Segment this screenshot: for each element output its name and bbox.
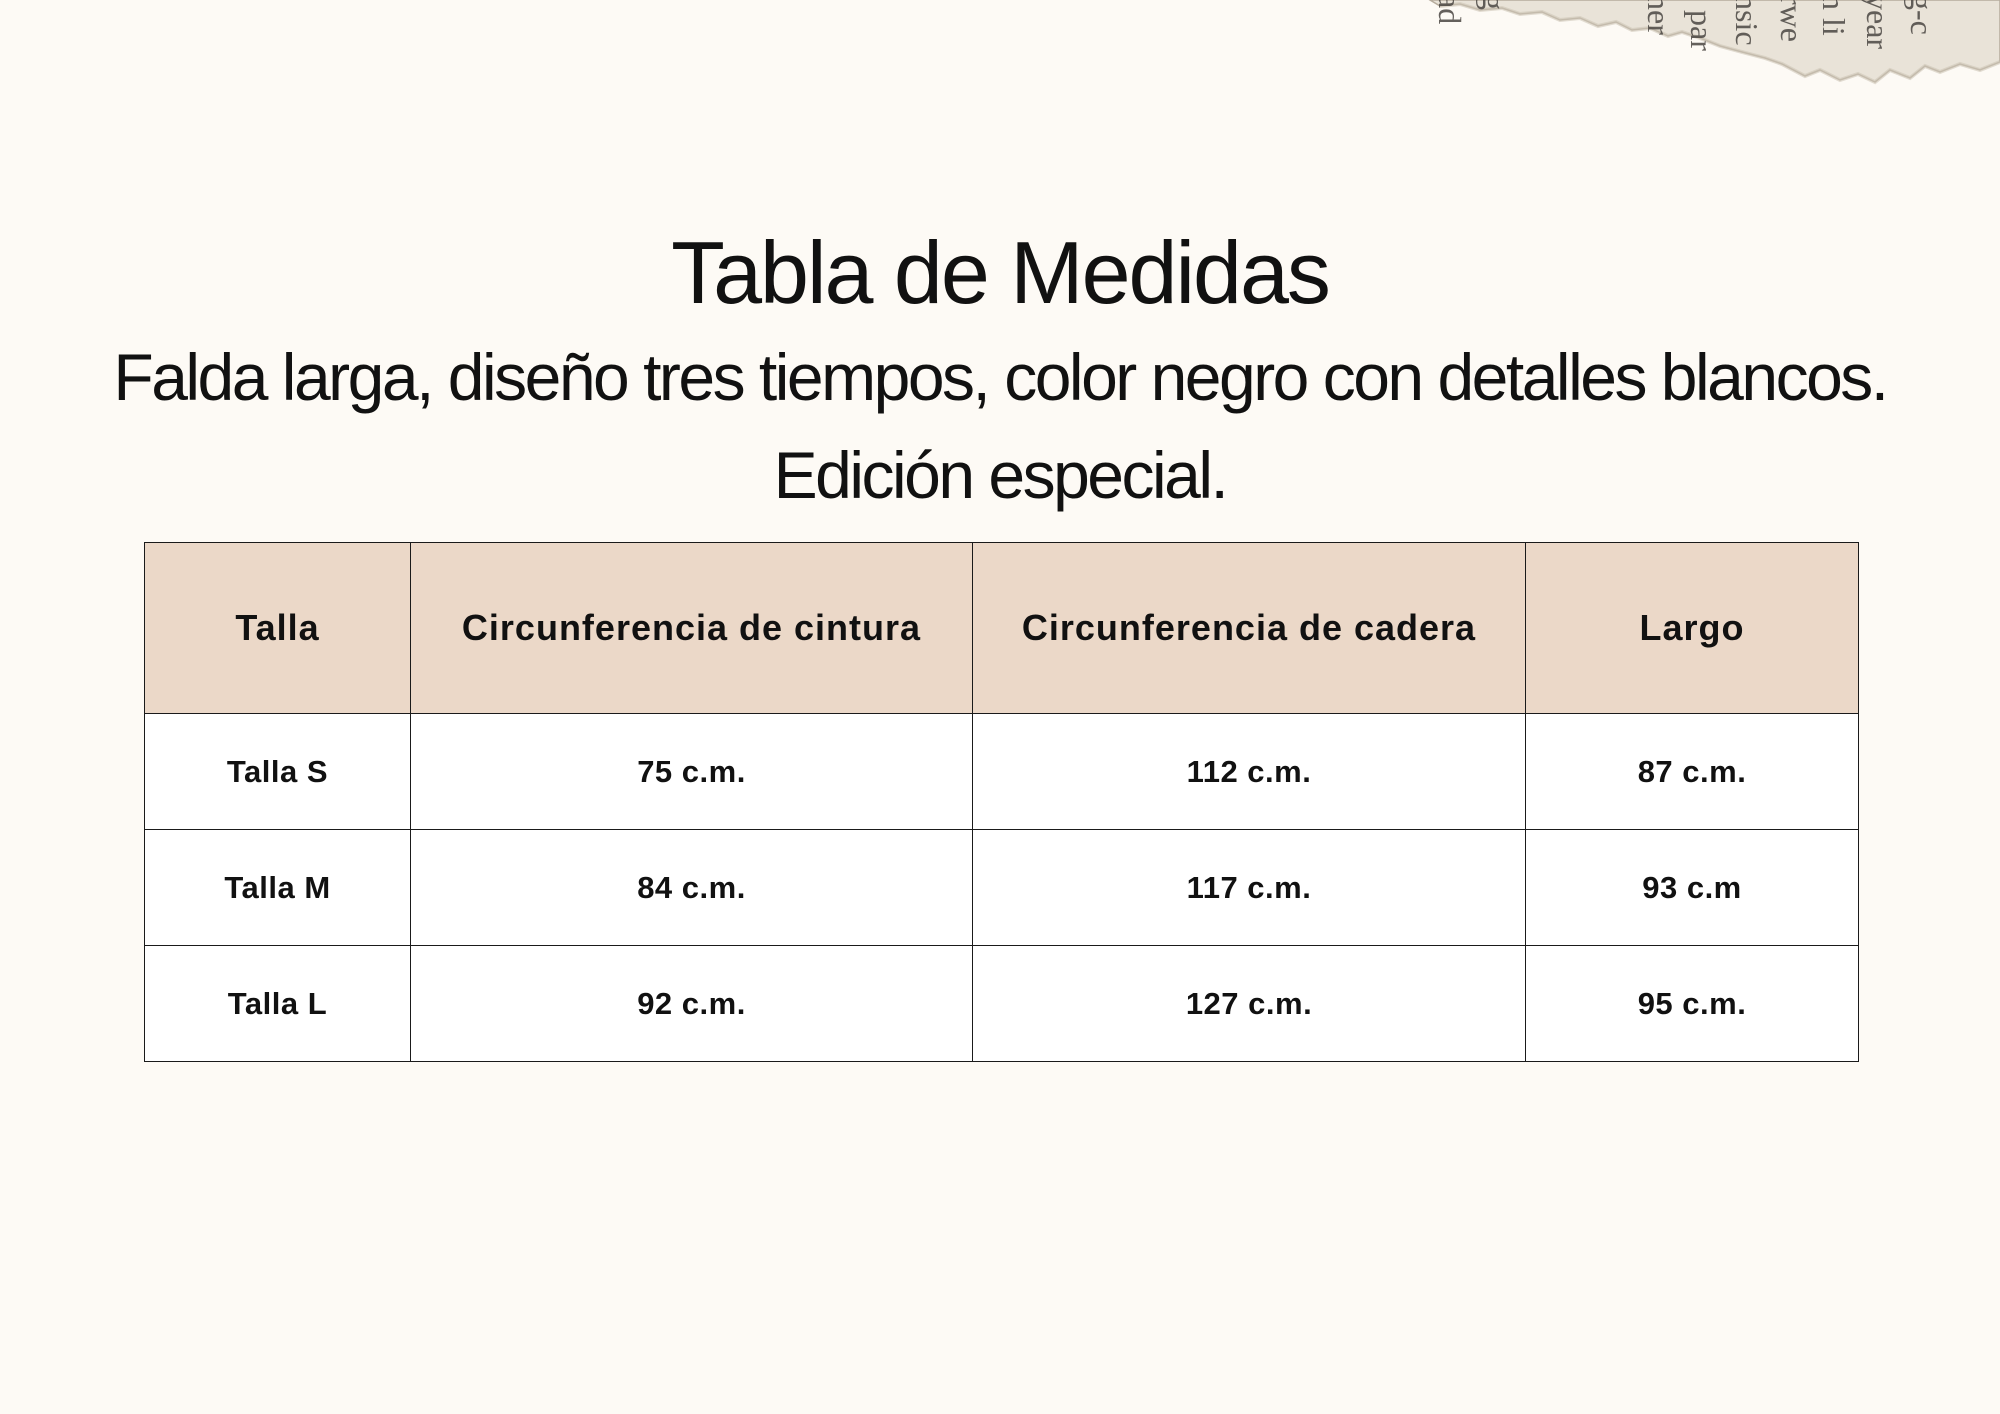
column-header-waist: Circunferencia de cintura — [410, 542, 973, 714]
table-row: Talla L 92 c.m. 127 c.m. 95 c.m. — [144, 945, 1859, 1062]
waist-cell: 84 c.m. — [410, 829, 973, 946]
paper-fragment-text: g — [1476, 0, 1512, 10]
table-row: Talla M 84 c.m. 117 c.m. 93 c.m — [144, 829, 1859, 946]
paper-fragment-text: rwe — [1774, 0, 1810, 42]
paper-fragment-text: par — [1684, 10, 1720, 51]
length-cell: 95 c.m. — [1525, 945, 1859, 1062]
column-header-length: Largo — [1525, 542, 1859, 714]
size-chart-table: Talla Circunferencia de cintura Circunfe… — [144, 542, 1859, 1062]
page-title: Tabla de Medidas — [671, 223, 1331, 322]
length-cell: 87 c.m. — [1525, 713, 1859, 830]
table-header-row: Talla Circunferencia de cintura Circunfe… — [144, 542, 1859, 714]
torn-paper-shape — [1428, 0, 2000, 85]
paper-fragment-text: ad — [1432, 0, 1468, 25]
paper-fragment-text: year — [1860, 0, 1896, 50]
size-cell: Talla S — [144, 713, 411, 830]
paper-fragment-text: g-c — [1904, 0, 1940, 35]
waist-cell: 75 c.m. — [410, 713, 973, 830]
waist-cell: 92 c.m. — [410, 945, 973, 1062]
size-cell: Talla M — [144, 829, 411, 946]
paper-fragment-text: nsic — [1729, 0, 1765, 46]
torn-paper-decoration: ad g ner par nsic rwe n li year g-c — [1420, 0, 2000, 90]
paper-fragment-text: ner — [1641, 0, 1677, 35]
column-header-size: Talla — [144, 542, 411, 714]
hip-cell: 112 c.m. — [972, 713, 1526, 830]
length-cell: 93 c.m — [1525, 829, 1859, 946]
product-description: Falda larga, diseño tres tiempos, color … — [113, 340, 1889, 512]
column-header-hip: Circunferencia de cadera — [972, 542, 1526, 714]
size-cell: Talla L — [144, 945, 411, 1062]
hip-cell: 117 c.m. — [972, 829, 1526, 946]
paper-fragment-text: n li — [1816, 0, 1852, 36]
table-row: Talla S 75 c.m. 112 c.m. 87 c.m. — [144, 713, 1859, 830]
hip-cell: 127 c.m. — [972, 945, 1526, 1062]
